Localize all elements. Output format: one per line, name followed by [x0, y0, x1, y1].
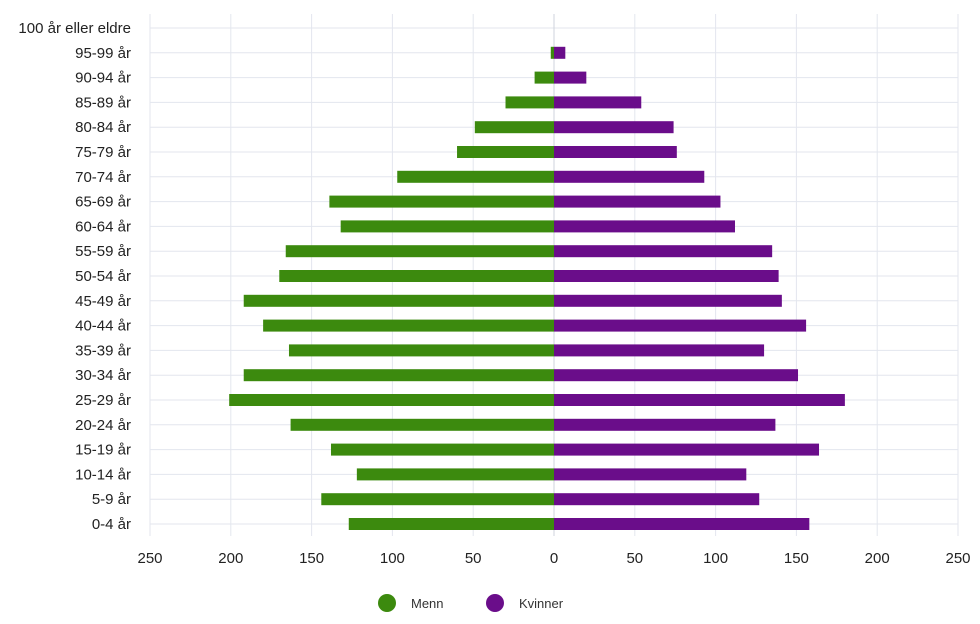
bar-menn[interactable] [285, 245, 554, 258]
bar-menn[interactable] [243, 369, 554, 382]
bar-menn[interactable] [397, 170, 554, 183]
x-tick-label: 250 [137, 550, 162, 567]
x-tick-label: 50 [626, 550, 643, 567]
bar-menn[interactable] [229, 394, 554, 406]
legend-item-kvinner[interactable]: Kvinner [486, 590, 563, 616]
x-tick-label: 250 [945, 550, 970, 567]
bar-menn[interactable] [330, 443, 554, 456]
category-label: 60-64 år [75, 218, 131, 235]
x-tick-label: 200 [218, 550, 243, 567]
category-label: 85-89 år [75, 94, 131, 111]
bar-menn[interactable] [505, 96, 554, 109]
bar-kvinner[interactable] [554, 220, 735, 233]
bar-menn[interactable] [550, 46, 554, 59]
bar-kvinner[interactable] [554, 319, 807, 332]
category-label: 100 år eller eldre [18, 20, 131, 37]
category-label: 65-69 år [75, 194, 131, 211]
bar-menn[interactable] [321, 493, 554, 506]
bar-kvinner[interactable] [554, 96, 642, 109]
bar-menn[interactable] [263, 319, 554, 332]
bar-kvinner[interactable] [554, 270, 779, 282]
x-tick-label: 100 [380, 550, 405, 567]
bar-menn[interactable] [348, 518, 554, 530]
bar-kvinner[interactable] [554, 245, 773, 258]
chart-plot: 100 år eller eldre 95-99 år 90-94 år 85-89 … [18, 14, 971, 567]
x-tick-labels: 250 200 150 100 50 0 50 100 150 200 250 [137, 550, 970, 567]
category-label: 50-54 år [75, 268, 131, 285]
category-label: 10-14 år [75, 466, 131, 483]
x-tick-label: 200 [865, 550, 890, 567]
bar-kvinner[interactable] [554, 394, 845, 406]
x-tick-label: 100 [703, 550, 728, 567]
category-label: 90-94 år [75, 70, 131, 87]
category-label: 45-49 år [75, 293, 131, 310]
bar-menn[interactable] [474, 121, 554, 134]
bar-kvinner[interactable] [554, 146, 677, 158]
bar-kvinner[interactable] [554, 121, 674, 134]
category-label: 30-34 år [75, 367, 131, 384]
legend: Menn Kvinner [0, 590, 980, 616]
x-tick-label: 150 [299, 550, 324, 567]
bar-kvinner[interactable] [554, 294, 782, 307]
category-label: 35-39 år [75, 342, 131, 359]
legend-swatch-menn [378, 594, 396, 612]
legend-swatch-kvinner [486, 594, 504, 612]
bar-menn[interactable] [340, 220, 554, 233]
bar-kvinner[interactable] [554, 468, 747, 481]
bar-kvinner[interactable] [554, 493, 760, 506]
x-tick-label: 150 [784, 550, 809, 567]
bar-kvinner[interactable] [554, 71, 587, 84]
legend-label-kvinner: Kvinner [519, 595, 564, 611]
bar-menn[interactable] [279, 270, 554, 282]
bar-menn[interactable] [290, 418, 554, 431]
x-tick-label: 0 [550, 550, 558, 567]
category-label: 80-84 år [75, 119, 131, 136]
category-label: 55-59 år [75, 243, 131, 260]
category-label: 20-24 år [75, 417, 131, 434]
bar-kvinner[interactable] [554, 518, 810, 530]
bars [229, 46, 845, 530]
bar-menn[interactable] [534, 71, 554, 84]
category-label: 15-19 år [75, 442, 131, 459]
bar-kvinner[interactable] [554, 46, 566, 59]
bar-menn[interactable] [457, 146, 554, 158]
category-label: 0-4 år [92, 516, 131, 533]
x-tick-label: 50 [465, 550, 482, 567]
bar-kvinner[interactable] [554, 170, 705, 183]
bar-kvinner[interactable] [554, 418, 776, 431]
category-label: 40-44 år [75, 318, 131, 335]
legend-item-menn[interactable]: Menn [378, 590, 444, 616]
bar-menn[interactable] [329, 195, 554, 208]
bar-kvinner[interactable] [554, 369, 799, 382]
category-label: 75-79 år [75, 144, 131, 161]
bar-kvinner[interactable] [554, 195, 721, 208]
category-label: 25-29 år [75, 392, 131, 409]
legend-label-menn: Menn [411, 595, 444, 611]
category-labels: 100 år eller eldre 95-99 år 90-94 år 85-89 … [18, 20, 131, 533]
bar-menn[interactable] [356, 468, 554, 481]
bar-kvinner[interactable] [554, 344, 765, 357]
bar-menn[interactable] [288, 344, 554, 357]
category-label: 5-9 år [92, 491, 131, 508]
bar-kvinner[interactable] [554, 443, 820, 456]
category-label: 70-74 år [75, 169, 131, 186]
category-label: 95-99 år [75, 45, 131, 62]
bar-menn[interactable] [243, 294, 554, 307]
